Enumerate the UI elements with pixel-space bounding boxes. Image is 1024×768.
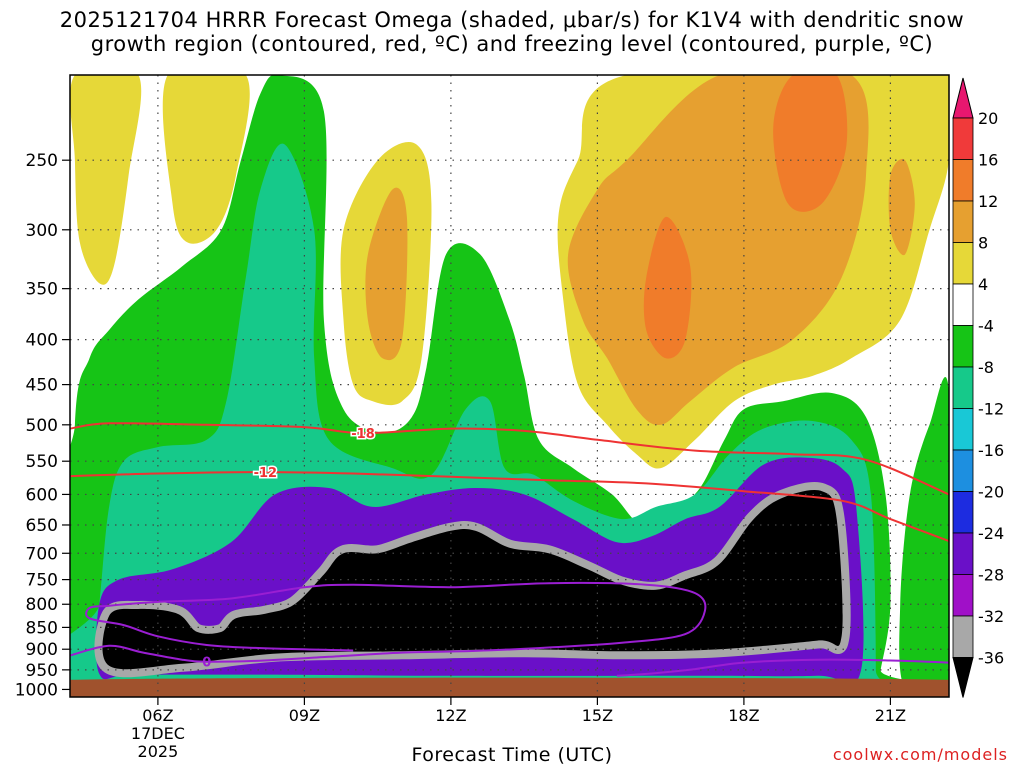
- x-tick-label: 09Z: [289, 706, 320, 725]
- x-tick-label: 18Z: [728, 706, 759, 725]
- colorbar-label: 4: [978, 275, 988, 294]
- y-tick-label: 900: [26, 640, 58, 660]
- contours: -18 -12 0: [70, 422, 949, 677]
- y-tick-label: 400: [26, 331, 58, 351]
- colorbar-swatch: [952, 117, 974, 160]
- y-tick-label: 550: [26, 452, 58, 472]
- credit-text: coolwx.com/models: [832, 745, 1008, 764]
- colorbar-swatch: [952, 283, 974, 326]
- red-contour-label: -18: [351, 427, 375, 442]
- y-tick-label: 500: [26, 416, 58, 436]
- purple-contour-label: 0: [202, 656, 211, 671]
- date-label: 17DEC: [131, 724, 185, 743]
- colorbar-label: 20: [978, 109, 998, 128]
- gridlines: [70, 75, 949, 697]
- y-tick-label: 800: [26, 595, 58, 615]
- colorbar-label: -16: [978, 441, 1004, 460]
- colorbar-bottom-arrow: [952, 657, 974, 698]
- colorbar-swatch: [952, 615, 974, 658]
- purple-contour: [616, 658, 949, 677]
- region-upper-yellow-left: [70, 75, 142, 285]
- colorbar-swatch: [952, 242, 974, 285]
- region-right-deeporange-2: [773, 75, 848, 212]
- x-tick-label: 12Z: [435, 706, 466, 725]
- colorbar-label: 8: [978, 234, 988, 253]
- y-tick-label: 250: [26, 151, 58, 171]
- y-tick-label: 300: [26, 221, 58, 241]
- x-axis-label: Forecast Time (UTC): [411, 744, 613, 766]
- region-brown-ground: [70, 677, 949, 697]
- colorbar-swatch: [952, 574, 974, 617]
- region-black-core: [102, 490, 843, 670]
- colorbar-swatch: [952, 200, 974, 243]
- purple-contour: [70, 581, 707, 663]
- y-tick-label: 450: [26, 376, 58, 396]
- colorbar-label: -8: [978, 358, 994, 377]
- x-tick-label: 15Z: [582, 706, 613, 725]
- y-tick-label: 350: [26, 280, 58, 300]
- colorbar-swatch: [952, 532, 974, 575]
- y-tick-label: 850: [26, 618, 58, 638]
- region-far-right-green: [899, 376, 949, 697]
- chart-title-line-1: 2025121704 HRRR Forecast Omega (shaded, …: [59, 8, 965, 32]
- colorbar-label: -20: [978, 483, 1004, 502]
- chart-title-line-2: growth region (contoured, red, ºC) and f…: [90, 32, 934, 56]
- x-tick-label: 21Z: [875, 706, 906, 725]
- colorbar-swatch: [952, 491, 974, 534]
- colorbar-swatch: [952, 325, 974, 368]
- colorbar-label: 16: [978, 151, 998, 170]
- colorbar-top-arrow: [952, 77, 974, 119]
- colorbar-label: 12: [978, 192, 998, 211]
- colorbar-swatch: [952, 366, 974, 409]
- y-tick-label: 1000: [15, 680, 58, 700]
- colorbar-swatch: [952, 159, 974, 202]
- region-upper-yellow-left-2: [162, 75, 250, 244]
- y-tick-label: 950: [26, 661, 58, 681]
- region-mid-orange-column: [365, 187, 408, 361]
- shaded-regions: [70, 75, 949, 697]
- plot-frame: [69, 74, 950, 698]
- colorbar: 20 16 12 8 4 -4 -8 -12 -16 -20 -24 -28 -32 -36: [952, 77, 1004, 698]
- colorbar-label: -36: [978, 649, 1004, 668]
- colorbar-label: -4: [978, 317, 994, 336]
- region-right-deeporange: [643, 216, 692, 359]
- region-far-right-orange: [888, 158, 915, 256]
- colorbar-label: -32: [978, 607, 1004, 626]
- colorbar-label: -24: [978, 524, 1004, 543]
- y-tick-label: 650: [26, 516, 58, 536]
- colorbar-label: -12: [978, 400, 1004, 419]
- y-tick-label: 600: [26, 485, 58, 505]
- x-tick-label: 06Z: [142, 706, 173, 725]
- colorbar-label: -28: [978, 566, 1004, 585]
- red-contour: [70, 422, 949, 496]
- red-contour-label: -12: [254, 466, 278, 481]
- colorbar-swatch: [952, 449, 974, 492]
- colorbar-swatch: [952, 408, 974, 451]
- y-tick-label: 750: [26, 571, 58, 591]
- date-label: 2025: [138, 742, 179, 761]
- red-contour: [70, 471, 949, 543]
- y-axis: 2503003504004505005506006507007508008509…: [15, 151, 70, 700]
- y-tick-label: 700: [26, 544, 58, 564]
